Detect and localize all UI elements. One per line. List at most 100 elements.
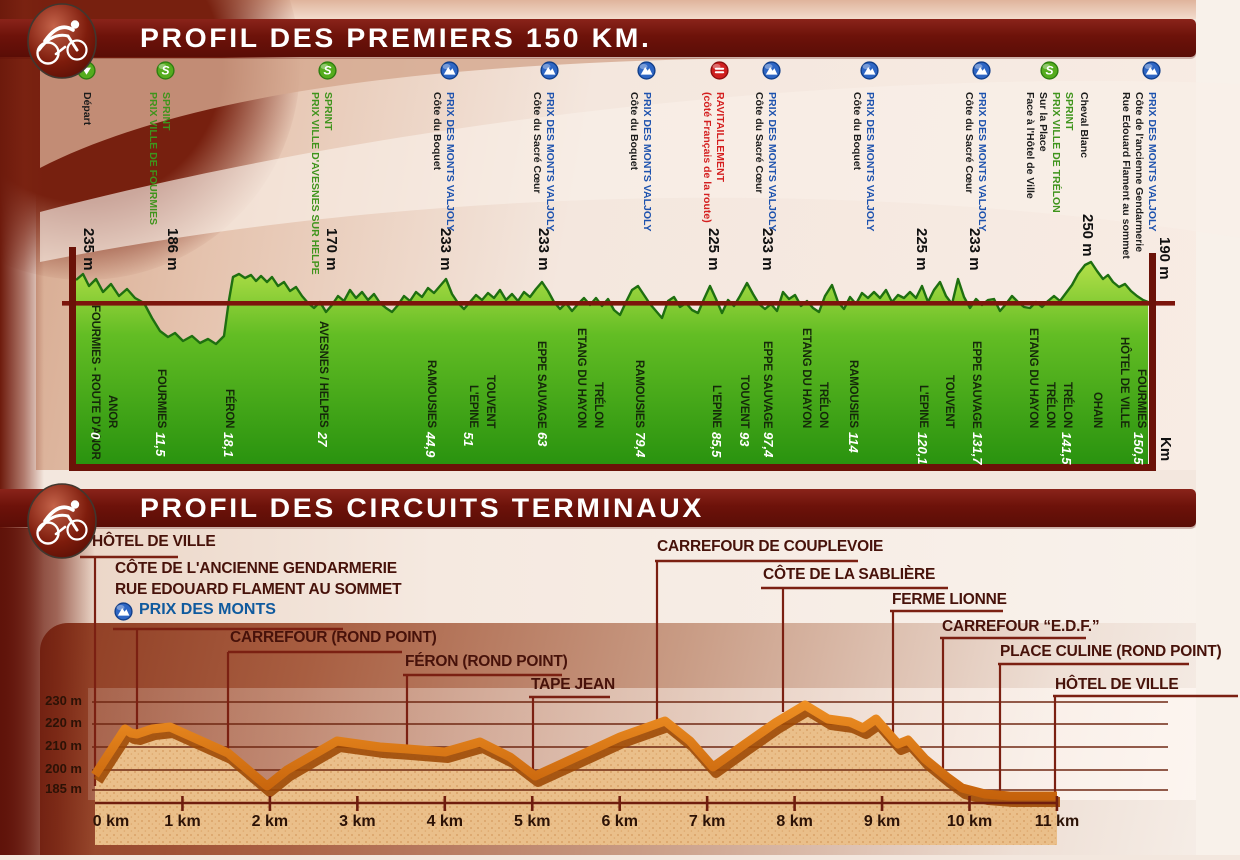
callout-label: FERME LIONNE xyxy=(892,591,1007,608)
town-label: ETANG DU HAYON xyxy=(575,327,587,428)
x-axis-label: 8 km xyxy=(776,813,813,830)
top-marker-label: Cheval Blanc xyxy=(1078,92,1090,158)
x-axis-label: 0 km xyxy=(92,813,130,830)
town-label: RAMOUSIES xyxy=(425,360,437,428)
town-label: EPPE SAUVAGE xyxy=(761,340,773,429)
town-label: AVESNES / HELPES xyxy=(317,321,329,428)
top-marker-label: PRIX VILLE DE FOURMIES xyxy=(147,92,159,226)
top-marker-label: Rue Edouard Flament au sommet xyxy=(1120,92,1132,259)
callout-label: CÔTE DE LA SABLIÈRE xyxy=(763,566,936,583)
monts-icon xyxy=(1142,61,1161,80)
elevation-label: 225 m xyxy=(913,228,930,271)
top-marker-label: RAVITAILLEMENT xyxy=(714,92,726,183)
svg-text:S: S xyxy=(161,64,169,78)
cyclist-logo-icon xyxy=(26,482,98,560)
town-label: EPPE SAUVAGE xyxy=(535,340,547,429)
top-marker-label: PRIX DES MONTS VALJOLY xyxy=(864,92,876,232)
x-axis-label: 2 km xyxy=(251,813,289,830)
callout-label: TAPE JEAN xyxy=(531,676,616,693)
town-km-label: 120,1 xyxy=(915,432,930,465)
cyclist-logo-icon xyxy=(26,2,98,80)
elevation-label: 233 m xyxy=(966,228,983,271)
bottom-chart-header: PROFIL DES CIRCUITS TERMINAUX xyxy=(0,489,1196,527)
town-km-label: 51 xyxy=(461,432,476,447)
town-km-label: 11,5 xyxy=(153,432,168,457)
x-axis-label: 10 km xyxy=(946,813,993,830)
top-marker-label: Côte de l'ancienne Gendarmerie xyxy=(1133,92,1145,253)
town-label: TRÉLON xyxy=(592,381,604,428)
elevation-label: 170 m xyxy=(323,228,340,271)
town-label: L'EPINE xyxy=(710,385,722,428)
elevation-label: 233 m xyxy=(437,228,454,271)
top-chart-title: PROFIL DES PREMIERS 150 KM. xyxy=(140,23,652,53)
monts-icon xyxy=(637,61,656,80)
monts-icon xyxy=(540,61,559,80)
top-marker-label: Côte du Sacré Cœur xyxy=(531,92,543,194)
y-axis-label: 200 m xyxy=(45,761,82,776)
elevation-label: 250 m xyxy=(1079,214,1096,257)
town-km-label: 0 xyxy=(88,432,103,440)
x-axis-label: 4 km xyxy=(426,813,464,830)
elevation-label: 225 m xyxy=(705,228,722,271)
y-axis-label: 230 m xyxy=(45,693,82,708)
monts-icon xyxy=(972,61,991,80)
town-label: OHAIN xyxy=(1091,391,1103,428)
sprint-icon: S xyxy=(318,61,337,80)
monts-icon xyxy=(762,61,781,80)
bg-top-stripe xyxy=(0,0,1240,19)
town-label: ETANG DU HAYON xyxy=(800,327,812,428)
x-axis-label: 1 km xyxy=(164,813,201,830)
town-km-label: 141,5 xyxy=(1059,432,1074,465)
km-unit-label: Km xyxy=(1157,437,1174,462)
elevation-label: 233 m xyxy=(759,228,776,271)
y-axis-label: 185 m xyxy=(45,781,82,796)
y-axis-label: 220 m xyxy=(45,715,82,730)
monts-icon xyxy=(440,61,459,80)
svg-text:S: S xyxy=(1045,64,1053,78)
x-axis-label: 5 km xyxy=(514,813,551,830)
town-label: RAMOUSIES xyxy=(847,360,859,428)
top-marker-label: PRIX DES MONTS VALJOLY xyxy=(641,92,653,232)
callout-label: HÔTEL DE VILLE xyxy=(1055,676,1179,693)
top-marker-label: Côte du Sacré Cœur xyxy=(753,92,765,194)
top-marker-label: SPRINT xyxy=(322,92,334,131)
y-axis-label: 210 m xyxy=(45,738,82,753)
prix-des-monts-icon xyxy=(114,602,133,621)
elevation-label: 233 m xyxy=(535,228,552,271)
town-label: EPPE SAUVAGE xyxy=(970,340,982,429)
callout-label: CÔTE DE L'ANCIENNE GENDARMERIE xyxy=(115,560,397,577)
top-marker-label: Sur la Place xyxy=(1037,92,1049,152)
top-marker-label: SPRINT xyxy=(160,92,172,131)
town-km-label: 150,5 xyxy=(1131,432,1146,465)
town-label: FOURMIES xyxy=(155,368,167,428)
sprint-icon: S xyxy=(156,61,175,80)
x-axis-label: 3 km xyxy=(339,813,376,830)
town-km-label: 79,4 xyxy=(633,432,648,458)
town-km-label: 63 xyxy=(535,432,550,447)
town-label: FÉRON xyxy=(223,388,235,428)
callout-label: RUE EDOUARD FLAMENT AU SOMMET xyxy=(115,581,402,598)
svg-text:S: S xyxy=(323,64,331,78)
town-km-label: 27 xyxy=(315,432,330,447)
prix-des-monts-label: PRIX DES MONTS xyxy=(139,601,276,618)
town-label: L'EPINE xyxy=(467,385,479,428)
town-label: TOUVENT xyxy=(484,374,496,428)
top-chart-header: PROFIL DES PREMIERS 150 KM. xyxy=(0,19,1196,57)
top-marker-label: PRIX VILLE DE TRÉLON xyxy=(1050,92,1062,213)
top-marker-label: Côte du Sacré Cœur xyxy=(963,92,975,194)
x-axis-label: 7 km xyxy=(688,813,726,830)
town-km-label: 114 xyxy=(846,432,861,453)
top-marker-label: PRIX VILLE D'AVESNES SUR HELPE xyxy=(309,92,321,275)
town-label: RAMOUSIES xyxy=(633,360,645,428)
callout-label: CARREFOUR “E.D.F.” xyxy=(942,618,1100,635)
town-label: TOUVENT xyxy=(943,374,955,428)
town-label: L'EPINE xyxy=(917,385,929,428)
town-km-label: 18,1 xyxy=(221,432,236,458)
elevation-label: 235 m xyxy=(80,228,97,271)
top-marker-label: PRIX DES MONTS VALJOLY xyxy=(1146,92,1158,232)
top-marker-label: Côte du Boquet xyxy=(628,92,640,171)
callout-label: CARREFOUR (ROND POINT) xyxy=(230,629,437,646)
ravito-icon xyxy=(710,61,729,80)
